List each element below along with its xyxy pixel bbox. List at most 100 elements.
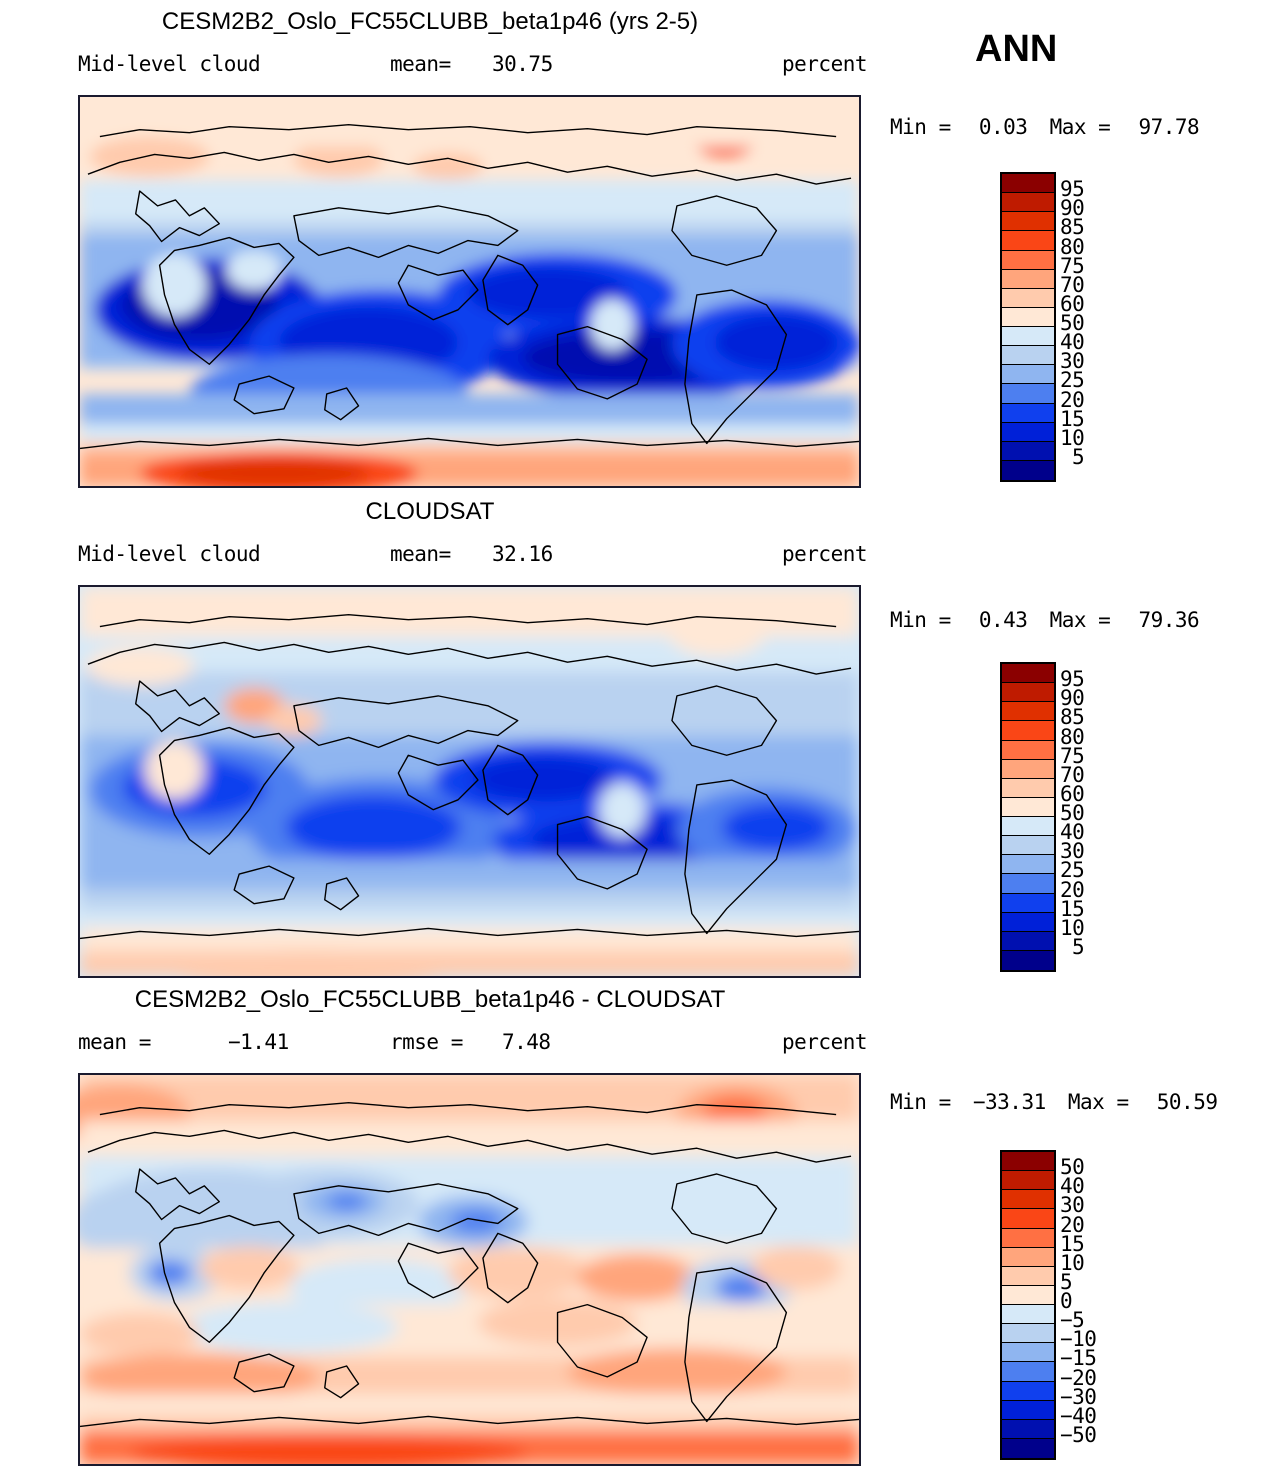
colorbar-swatch [1002, 1438, 1054, 1458]
colorbar-obs [1000, 662, 1056, 972]
min-value: 0.03 [978, 115, 1028, 139]
colorbar-model [1000, 172, 1056, 482]
colorbar-tick-label: 95 [1060, 177, 1085, 202]
min-label: Min = [890, 115, 951, 139]
min-value: −33.31 [972, 1090, 1046, 1114]
colorbar-tick-label: 85 [1060, 215, 1085, 240]
colorbar-swatch [1002, 1343, 1054, 1363]
min-label: Min = [890, 608, 951, 632]
max-label: Max = [1049, 115, 1111, 139]
colorbar-swatch [1002, 288, 1054, 308]
colorbar-swatch [1002, 250, 1054, 270]
colorbar-swatch [1002, 403, 1054, 423]
map-obs [78, 585, 861, 978]
colorbar-tick-label: 10 [1060, 915, 1085, 940]
colorbar-swatch [1002, 912, 1054, 932]
max-label: Max = [1067, 1090, 1129, 1114]
season-label: ANN [975, 28, 1058, 70]
variable-label: Mid-level cloud [78, 542, 261, 566]
mean-value: 30.75 [492, 52, 553, 76]
colorbar-tick-label: 5 [1060, 1269, 1073, 1294]
colorbar-swatch [1002, 931, 1054, 951]
colorbar-swatch [1002, 1171, 1054, 1191]
minmax-difference: Min = −33.31 Max = 50.59 [890, 1090, 1218, 1114]
colorbar-tick-label: 80 [1060, 234, 1085, 259]
colorbar-swatch [1002, 460, 1054, 480]
colorbar-swatch [1002, 1209, 1054, 1229]
colorbar-swatch [1002, 664, 1054, 684]
colorbar-swatch [1002, 1266, 1054, 1286]
colorbar-swatch [1002, 441, 1054, 461]
colorbar-swatch [1002, 174, 1054, 194]
colorbar-swatch [1002, 874, 1054, 894]
panel-title: CESM2B2_Oslo_FC55CLUBB_beta1p46 (yrs 2-5… [161, 8, 699, 35]
colorbar-swatch [1002, 1324, 1054, 1344]
colorbar-swatch [1002, 855, 1054, 875]
variable-label: Mid-level cloud [78, 52, 261, 76]
units-label: percent [782, 1030, 868, 1054]
colorbar-swatch [1002, 1305, 1054, 1325]
mean-value: −1.41 [228, 1030, 289, 1054]
colorbar-swatch [1002, 1419, 1054, 1439]
colorbar-swatch [1002, 365, 1054, 385]
colorbar-swatch [1002, 1190, 1054, 1210]
colorbar-tick-label: 40 [1060, 820, 1085, 845]
colorbar-tick-label: 5 [1072, 934, 1085, 959]
rmse-label: rmse = [390, 1030, 463, 1054]
colorbar-tick-label: −20 [1060, 1365, 1097, 1390]
panel-title: CESM2B2_Oslo_FC55CLUBB_beta1p46 - CLOUDS… [134, 986, 726, 1013]
minmax-model: Min = 0.03 Max = 97.78 [890, 115, 1200, 139]
colorbar-swatch [1002, 327, 1054, 347]
colorbar-swatch [1002, 683, 1054, 703]
colorbar-tick-label: 85 [1060, 705, 1085, 730]
units-label: percent [782, 52, 868, 76]
colorbar-tick-label: 20 [1060, 1212, 1085, 1237]
colorbar-swatch [1002, 721, 1054, 741]
max-label: Max = [1049, 608, 1111, 632]
colorbar-swatch [1002, 778, 1054, 798]
mean-label: mean= [390, 52, 451, 76]
colorbar-tick-label: 70 [1060, 272, 1085, 297]
colorbar-tick-label: 50 [1060, 801, 1085, 825]
colorbar-swatch [1002, 384, 1054, 404]
panel-title: CLOUDSAT [365, 498, 495, 525]
colorbar-swatch [1002, 836, 1054, 856]
colorbar-tick-label: 60 [1060, 781, 1085, 806]
colorbar-tick-label: 30 [1060, 349, 1085, 374]
colorbar-tick-label: −30 [1060, 1384, 1097, 1409]
colorbar-tick-label: 20 [1060, 387, 1085, 412]
colorbar-swatch [1002, 212, 1054, 232]
colorbar-swatch [1002, 759, 1054, 779]
colorbar-ticks-obs: 95 90 85 80 75 70 60 50 40 30 25 20 15 10 5 [1060, 662, 1150, 972]
map-canvas-model [80, 97, 859, 486]
colorbar-tick-label: 20 [1060, 877, 1085, 902]
colorbar-tick-label: 95 [1060, 667, 1085, 692]
colorbar-swatch [1002, 346, 1054, 366]
colorbar-tick-label: 30 [1060, 1193, 1085, 1218]
max-value: 79.36 [1138, 608, 1200, 632]
units-label: percent [782, 542, 868, 566]
minmax-obs: Min = 0.43 Max = 79.36 [890, 608, 1200, 632]
colorbar-tick-label: 0 [1060, 1289, 1073, 1313]
min-value: 0.43 [978, 608, 1028, 632]
colorbar-tick-label: 15 [1060, 1231, 1085, 1256]
colorbar-swatch [1002, 1400, 1054, 1420]
colorbar-tick-label: 70 [1060, 762, 1085, 787]
max-value: 50.59 [1156, 1090, 1218, 1114]
colorbar-tick-label: 60 [1060, 291, 1085, 316]
colorbar-tick-label: 90 [1060, 686, 1085, 711]
colorbar-tick-label: 90 [1060, 196, 1085, 221]
map-difference [78, 1073, 861, 1466]
colorbar-tick-label: −15 [1060, 1346, 1097, 1371]
colorbar-swatch [1002, 740, 1054, 760]
colorbar-tick-label: 15 [1060, 896, 1085, 921]
mean-value: 32.16 [492, 542, 553, 566]
colorbar-swatch [1002, 950, 1054, 970]
colorbar-tick-label: 40 [1060, 1174, 1085, 1199]
max-value: 97.78 [1138, 115, 1200, 139]
colorbar-swatch [1002, 1152, 1054, 1172]
colorbar-swatch [1002, 1228, 1054, 1248]
colorbar-swatch [1002, 817, 1054, 837]
colorbar-tick-label: 5 [1072, 444, 1085, 469]
colorbar-ticks-model: 95 90 85 80 75 70 60 50 40 30 25 20 15 10 5 [1060, 172, 1150, 482]
